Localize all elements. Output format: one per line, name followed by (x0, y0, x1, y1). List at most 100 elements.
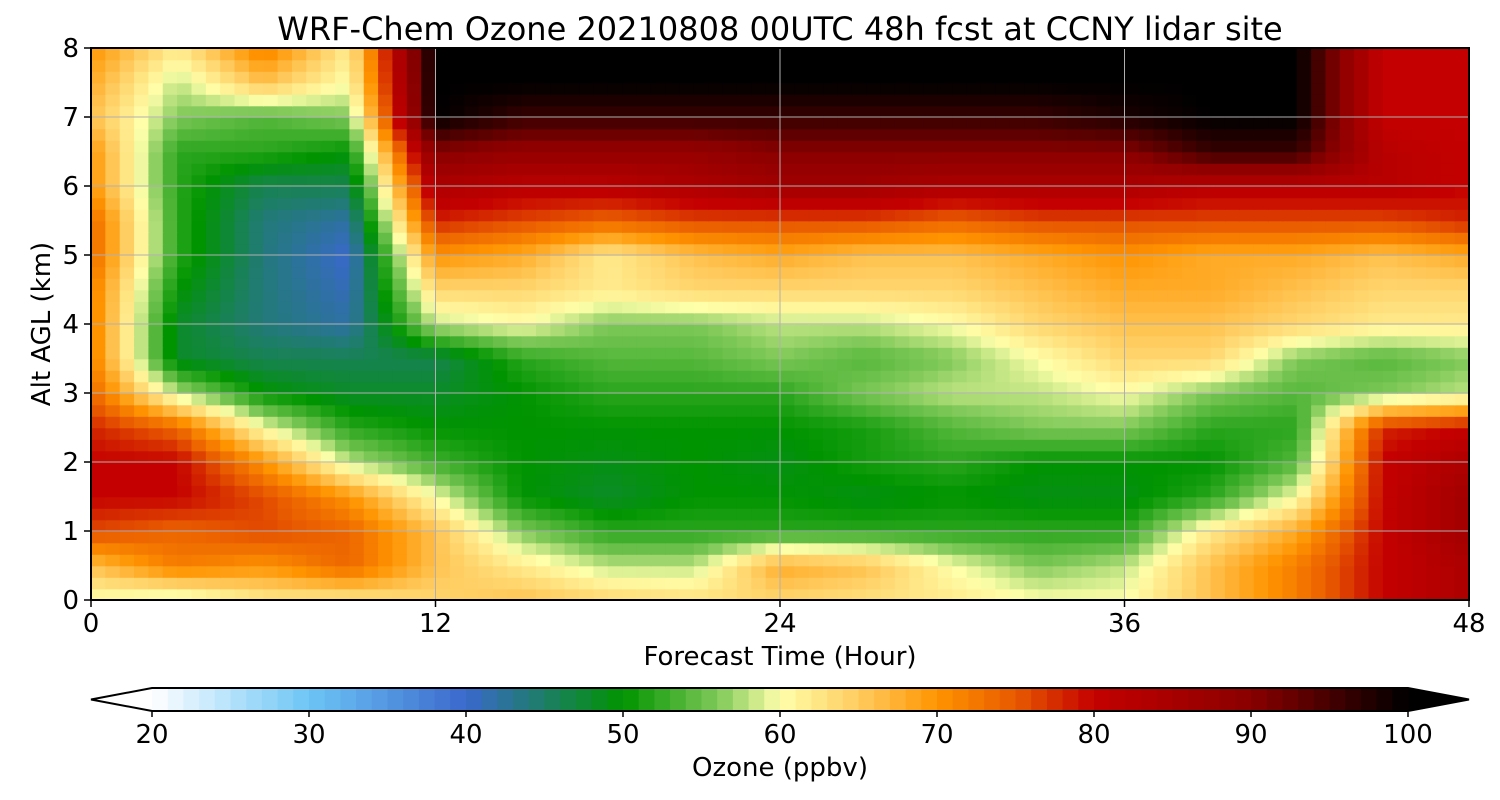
field-cell (851, 519, 867, 532)
field-cell (937, 404, 954, 417)
field-cell (1124, 577, 1140, 590)
field-cell (622, 496, 638, 509)
field-cell (1124, 519, 1140, 532)
field-cell (823, 416, 839, 429)
field-cell (1411, 163, 1427, 176)
field-cell (248, 48, 265, 61)
field-cell (205, 312, 221, 325)
field-cell (478, 289, 494, 302)
field-cell (1038, 197, 1054, 210)
field-cell (191, 358, 207, 371)
field-cell (205, 577, 221, 590)
field-cell (636, 197, 652, 210)
field-cell (363, 588, 379, 600)
field-cell (220, 381, 236, 394)
field-cell (1196, 94, 1212, 107)
field-cell (248, 82, 265, 95)
field-cell (435, 347, 451, 360)
field-cell (1138, 163, 1154, 176)
field-cell (320, 220, 336, 233)
field-cell (349, 301, 365, 314)
field-cell (421, 462, 437, 475)
field-cell (1368, 335, 1384, 348)
field-cell (837, 473, 853, 486)
field-cell (1224, 496, 1241, 509)
field-cell (1354, 232, 1370, 245)
field-cell (1425, 347, 1442, 360)
field-cell (191, 128, 207, 141)
field-cell (1397, 163, 1413, 176)
field-cell (277, 105, 293, 118)
field-cell (1210, 324, 1226, 337)
field-cell (650, 496, 666, 509)
field-cell (1081, 531, 1097, 544)
field-cell (880, 416, 896, 429)
field-cell (162, 197, 178, 210)
field-cell (1425, 243, 1442, 256)
field-cell (650, 554, 666, 567)
field-cell (521, 427, 537, 440)
field-cell (1196, 151, 1212, 164)
field-cell (291, 381, 308, 394)
field-cell (1425, 485, 1442, 498)
field-cell (1282, 301, 1298, 314)
field-cell (1081, 117, 1097, 130)
field-cell (205, 71, 221, 84)
field-cell (1311, 485, 1327, 498)
field-cell (607, 404, 623, 417)
field-cell (392, 163, 408, 176)
field-cell (162, 381, 178, 394)
field-cell (780, 416, 796, 429)
field-cell (1425, 531, 1442, 544)
field-cell (708, 347, 724, 360)
field-cell (1067, 197, 1083, 210)
field-cell (349, 519, 365, 532)
field-cell (1239, 243, 1255, 256)
field-cell (1253, 312, 1269, 325)
field-cell (1440, 255, 1456, 268)
field-cell (780, 496, 796, 509)
field-cell (679, 186, 695, 199)
field-cell (1411, 312, 1427, 325)
field-cell (1253, 163, 1269, 176)
field-cell (464, 105, 480, 118)
field-cell (851, 473, 867, 486)
field-cell (1368, 82, 1384, 95)
field-cell (1124, 163, 1140, 176)
field-cell (435, 554, 451, 567)
field-cell (693, 71, 710, 84)
field-cell (1009, 255, 1025, 268)
field-cell (191, 531, 207, 544)
colorbar-tick-label: 40 (449, 720, 482, 750)
field-cell (1067, 186, 1083, 199)
field-cell (263, 554, 279, 567)
field-cell (363, 485, 379, 498)
field-cell (1239, 473, 1255, 486)
field-cell (722, 393, 738, 406)
field-cell (952, 324, 968, 337)
field-cell (995, 370, 1011, 383)
field-cell (492, 243, 509, 256)
field-cell (349, 209, 365, 222)
field-cell (736, 439, 753, 452)
field-cell (1339, 531, 1355, 544)
field-cell (1167, 485, 1183, 498)
field-cell (535, 335, 552, 348)
field-cell (1339, 416, 1355, 429)
field-cell (335, 427, 351, 440)
field-cell (1009, 186, 1025, 199)
field-cell (1311, 496, 1327, 509)
field-cell (363, 278, 379, 291)
field-cell (1067, 94, 1083, 107)
field-cell (392, 94, 408, 107)
field-cell (162, 416, 178, 429)
field-cell (248, 404, 265, 417)
field-cell (909, 519, 925, 532)
field-cell (1296, 186, 1312, 199)
field-cell (564, 301, 580, 314)
field-cell (880, 278, 896, 291)
field-cell (1253, 174, 1269, 187)
field-cell (708, 393, 724, 406)
field-cell (966, 312, 982, 325)
field-cell (349, 48, 365, 61)
